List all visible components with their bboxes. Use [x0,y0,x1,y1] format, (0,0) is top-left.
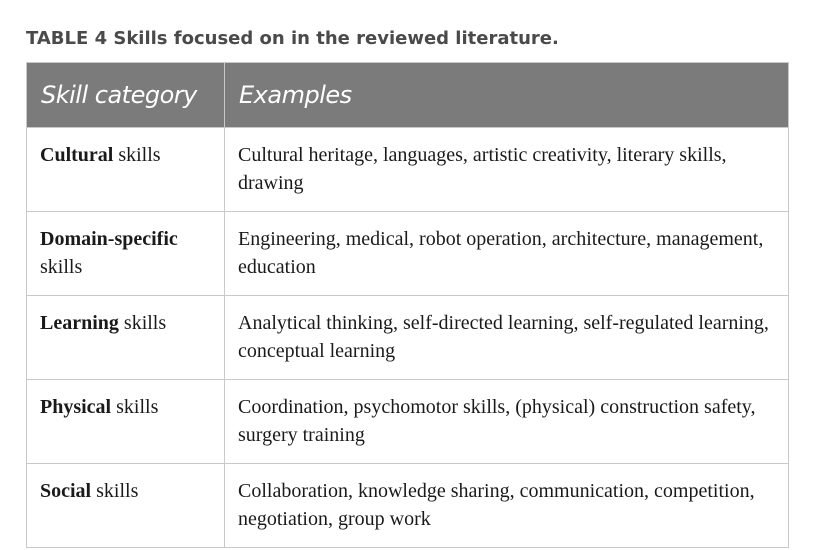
table-header: Skill category Examples [26,62,789,128]
skill-category-cell: Cultural skills [26,127,225,212]
skill-category-name: Domain-specific [40,228,178,250]
examples-cell: Coordination, psychomotor skills, (physi… [224,379,789,464]
skill-category-name: Social [40,480,92,502]
skill-category-name: Learning [40,312,119,334]
examples-cell: Collaboration, knowledge sharing, commun… [224,463,789,548]
skill-category-suffix: skills [91,480,139,502]
skill-category-cell: Social skills [26,463,225,548]
header-examples: Examples [224,62,789,128]
examples-cell: Cultural heritage, languages, artistic c… [224,127,789,212]
skills-table: Skill category Examples Cultural skills … [26,62,789,548]
table-row: Social skills Collaboration, knowledge s… [26,463,789,548]
skill-category-name: Cultural [40,144,114,166]
header-skill-category: Skill category [26,62,225,128]
skill-category-suffix: skills [118,312,167,334]
table-caption: TABLE 4 Skills focused on in the reviewe… [26,28,559,49]
skill-category-cell: Domain-specific skills [26,211,225,296]
table-row: Cultural skills Cultural heritage, langu… [26,127,789,212]
examples-cell: Analytical thinking, self-directed learn… [224,295,789,380]
table-row: Learning skills Analytical thinking, sel… [26,295,789,380]
skill-category-suffix: skills [111,396,159,418]
table-body: Cultural skills Cultural heritage, langu… [26,127,789,548]
skill-category-suffix: skills [113,144,161,166]
skill-category-suffix: skills [40,256,83,278]
table-row: Physical skills Coordination, psychomoto… [26,379,789,464]
skill-category-name: Physical [40,396,112,418]
skill-category-cell: Physical skills [26,379,225,464]
table-row: Domain-specific skills Engineering, medi… [26,211,789,296]
skill-category-cell: Learning skills [26,295,225,380]
header-row: Skill category Examples [26,62,789,128]
examples-cell: Engineering, medical, robot operation, a… [224,211,789,296]
